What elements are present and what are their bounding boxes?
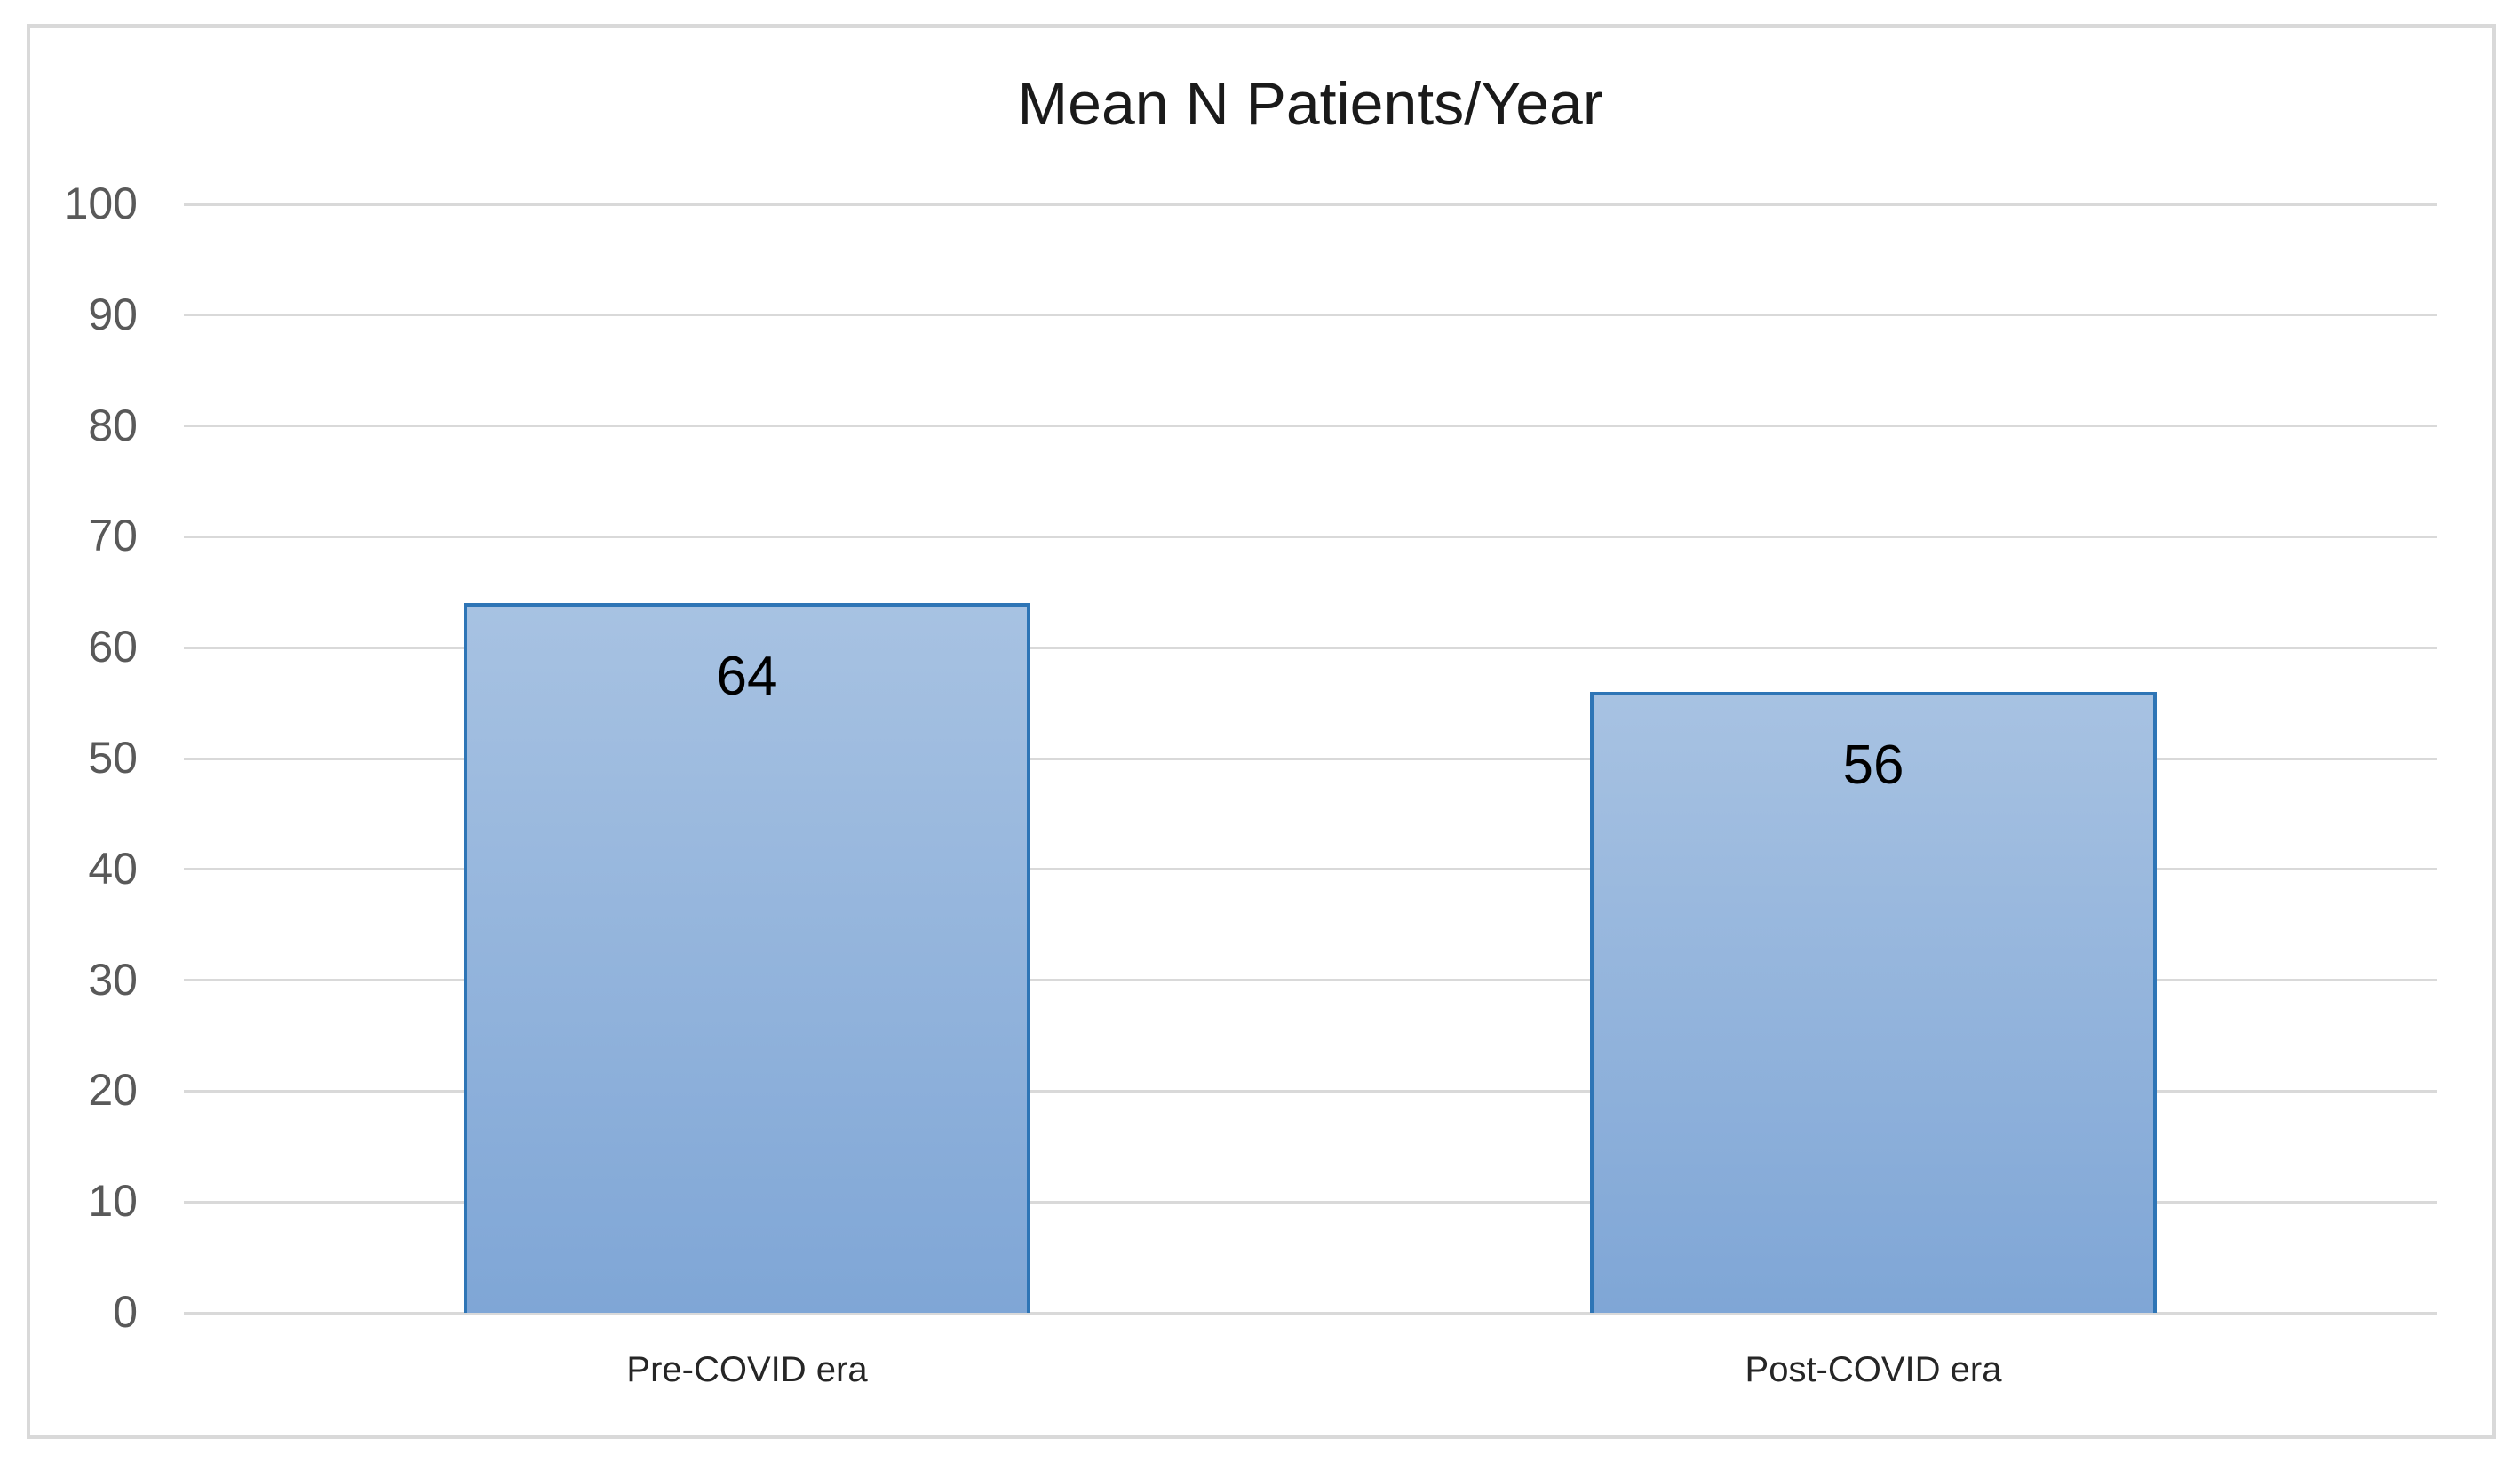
gridline-80 <box>184 425 2437 428</box>
gridline-70 <box>184 535 2437 538</box>
x-axis-category-labels: Pre-COVID era Post-COVID era <box>184 1348 2437 1419</box>
chart-title: Mean N Patients/Year <box>1017 70 1603 138</box>
y-tick-label-10: 10 <box>88 1176 138 1227</box>
y-tick-label-80: 80 <box>88 400 138 450</box>
bar-value-label-0: 64 <box>716 646 778 707</box>
bar-0: 64 <box>464 603 1030 1313</box>
gridline-90 <box>184 314 2437 317</box>
y-axis-tick-labels: 100 90 80 70 60 50 40 30 20 10 0 <box>27 181 138 1334</box>
x-tick-label-0: Pre-COVID era <box>626 1350 868 1389</box>
gridline-10 <box>184 1200 2437 1204</box>
y-tick-label-40: 40 <box>88 843 138 894</box>
y-tick-label-90: 90 <box>88 289 138 339</box>
y-tick-label-60: 60 <box>88 622 138 672</box>
gridline-40 <box>184 868 2437 871</box>
y-tick-label-20: 20 <box>88 1065 138 1116</box>
plot-area: 64 56 <box>184 203 2437 1315</box>
y-tick-label-70: 70 <box>88 511 138 561</box>
bar-1: 56 <box>1590 692 2157 1313</box>
y-tick-label-50: 50 <box>88 733 138 783</box>
gridline-50 <box>184 757 2437 760</box>
y-tick-label-0: 0 <box>113 1287 138 1337</box>
gridline-30 <box>184 979 2437 982</box>
bar-value-label-1: 56 <box>1842 735 1904 796</box>
gridline-60 <box>184 646 2437 649</box>
gridline-100 <box>184 203 2437 206</box>
y-tick-label-30: 30 <box>88 954 138 1005</box>
y-tick-label-100: 100 <box>63 179 138 228</box>
x-tick-label-1: Post-COVID era <box>1745 1350 2002 1389</box>
gridline-20 <box>184 1089 2437 1093</box>
gridline-0 <box>184 1311 2437 1315</box>
